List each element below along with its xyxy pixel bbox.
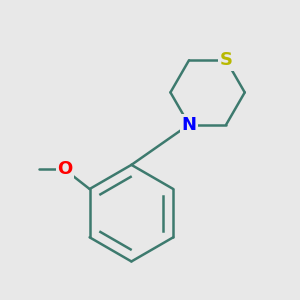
Text: O: O [57, 160, 72, 178]
Text: S: S [220, 51, 233, 69]
Text: N: N [182, 116, 196, 134]
